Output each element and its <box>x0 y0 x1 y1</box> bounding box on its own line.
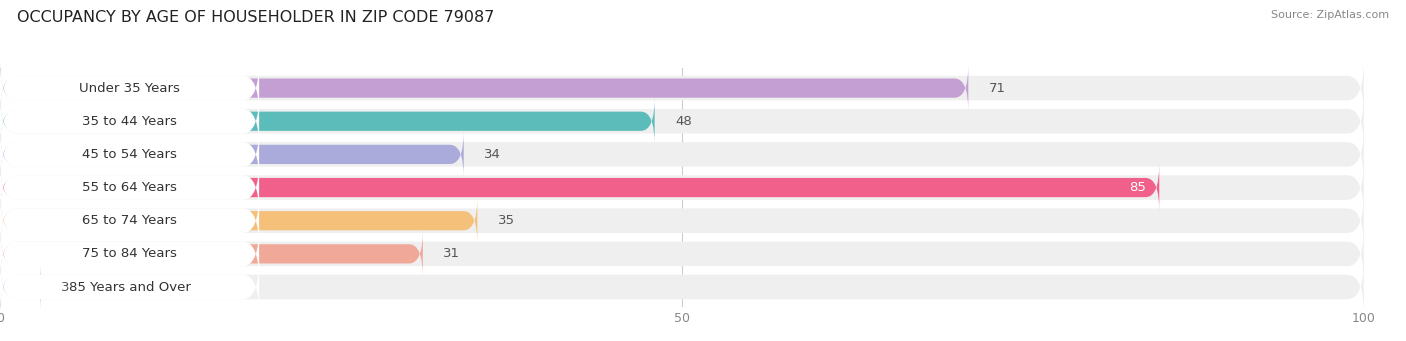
Text: OCCUPANCY BY AGE OF HOUSEHOLDER IN ZIP CODE 79087: OCCUPANCY BY AGE OF HOUSEHOLDER IN ZIP C… <box>17 10 495 25</box>
FancyBboxPatch shape <box>0 226 1364 281</box>
Text: Under 35 Years: Under 35 Years <box>79 81 180 94</box>
FancyBboxPatch shape <box>0 260 259 314</box>
FancyBboxPatch shape <box>0 230 423 277</box>
FancyBboxPatch shape <box>0 264 41 311</box>
FancyBboxPatch shape <box>0 226 259 281</box>
FancyBboxPatch shape <box>0 127 1364 182</box>
FancyBboxPatch shape <box>0 94 259 149</box>
FancyBboxPatch shape <box>0 193 259 248</box>
FancyBboxPatch shape <box>0 197 478 244</box>
FancyBboxPatch shape <box>0 193 1364 248</box>
Text: 75 to 84 Years: 75 to 84 Years <box>82 247 177 261</box>
FancyBboxPatch shape <box>0 260 1364 314</box>
Text: 31: 31 <box>443 247 460 261</box>
FancyBboxPatch shape <box>0 98 655 145</box>
Text: 65 to 74 Years: 65 to 74 Years <box>82 214 177 227</box>
Text: Source: ZipAtlas.com: Source: ZipAtlas.com <box>1271 10 1389 20</box>
Text: 85: 85 <box>1129 181 1146 194</box>
Text: 55 to 64 Years: 55 to 64 Years <box>82 181 177 194</box>
FancyBboxPatch shape <box>0 64 969 112</box>
Text: 34: 34 <box>484 148 501 161</box>
FancyBboxPatch shape <box>0 131 464 178</box>
Text: 3: 3 <box>62 281 70 294</box>
FancyBboxPatch shape <box>0 61 259 116</box>
Text: 35: 35 <box>498 214 515 227</box>
FancyBboxPatch shape <box>0 127 259 182</box>
FancyBboxPatch shape <box>0 164 1159 211</box>
FancyBboxPatch shape <box>0 94 1364 149</box>
FancyBboxPatch shape <box>0 61 1364 116</box>
FancyBboxPatch shape <box>0 160 259 215</box>
Text: 45 to 54 Years: 45 to 54 Years <box>82 148 177 161</box>
Text: 85 Years and Over: 85 Years and Over <box>69 281 190 294</box>
FancyBboxPatch shape <box>0 160 1364 215</box>
Text: 71: 71 <box>988 81 1005 94</box>
Text: 35 to 44 Years: 35 to 44 Years <box>82 115 177 128</box>
Text: 48: 48 <box>675 115 692 128</box>
